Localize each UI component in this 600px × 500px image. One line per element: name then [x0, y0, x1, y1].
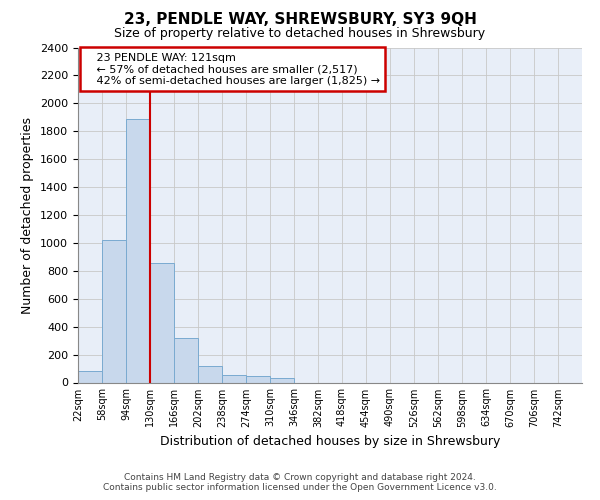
Bar	[198, 366, 222, 382]
Bar	[270, 378, 294, 382]
Text: 23 PENDLE WAY: 121sqm
   ← 57% of detached houses are smaller (2,517)
   42% of : 23 PENDLE WAY: 121sqm ← 57% of detached …	[86, 52, 380, 86]
X-axis label: Distribution of detached houses by size in Shrewsbury: Distribution of detached houses by size …	[160, 435, 500, 448]
Y-axis label: Number of detached properties: Number of detached properties	[22, 116, 34, 314]
Bar	[78, 370, 102, 382]
Text: Contains HM Land Registry data © Crown copyright and database right 2024.
Contai: Contains HM Land Registry data © Crown c…	[103, 473, 497, 492]
Bar	[126, 118, 150, 382]
Text: 23, PENDLE WAY, SHREWSBURY, SY3 9QH: 23, PENDLE WAY, SHREWSBURY, SY3 9QH	[124, 12, 476, 28]
Bar	[102, 240, 126, 382]
Bar	[174, 338, 198, 382]
Text: Size of property relative to detached houses in Shrewsbury: Size of property relative to detached ho…	[115, 28, 485, 40]
Bar	[150, 263, 174, 382]
Bar	[246, 376, 270, 382]
Bar	[222, 375, 246, 382]
